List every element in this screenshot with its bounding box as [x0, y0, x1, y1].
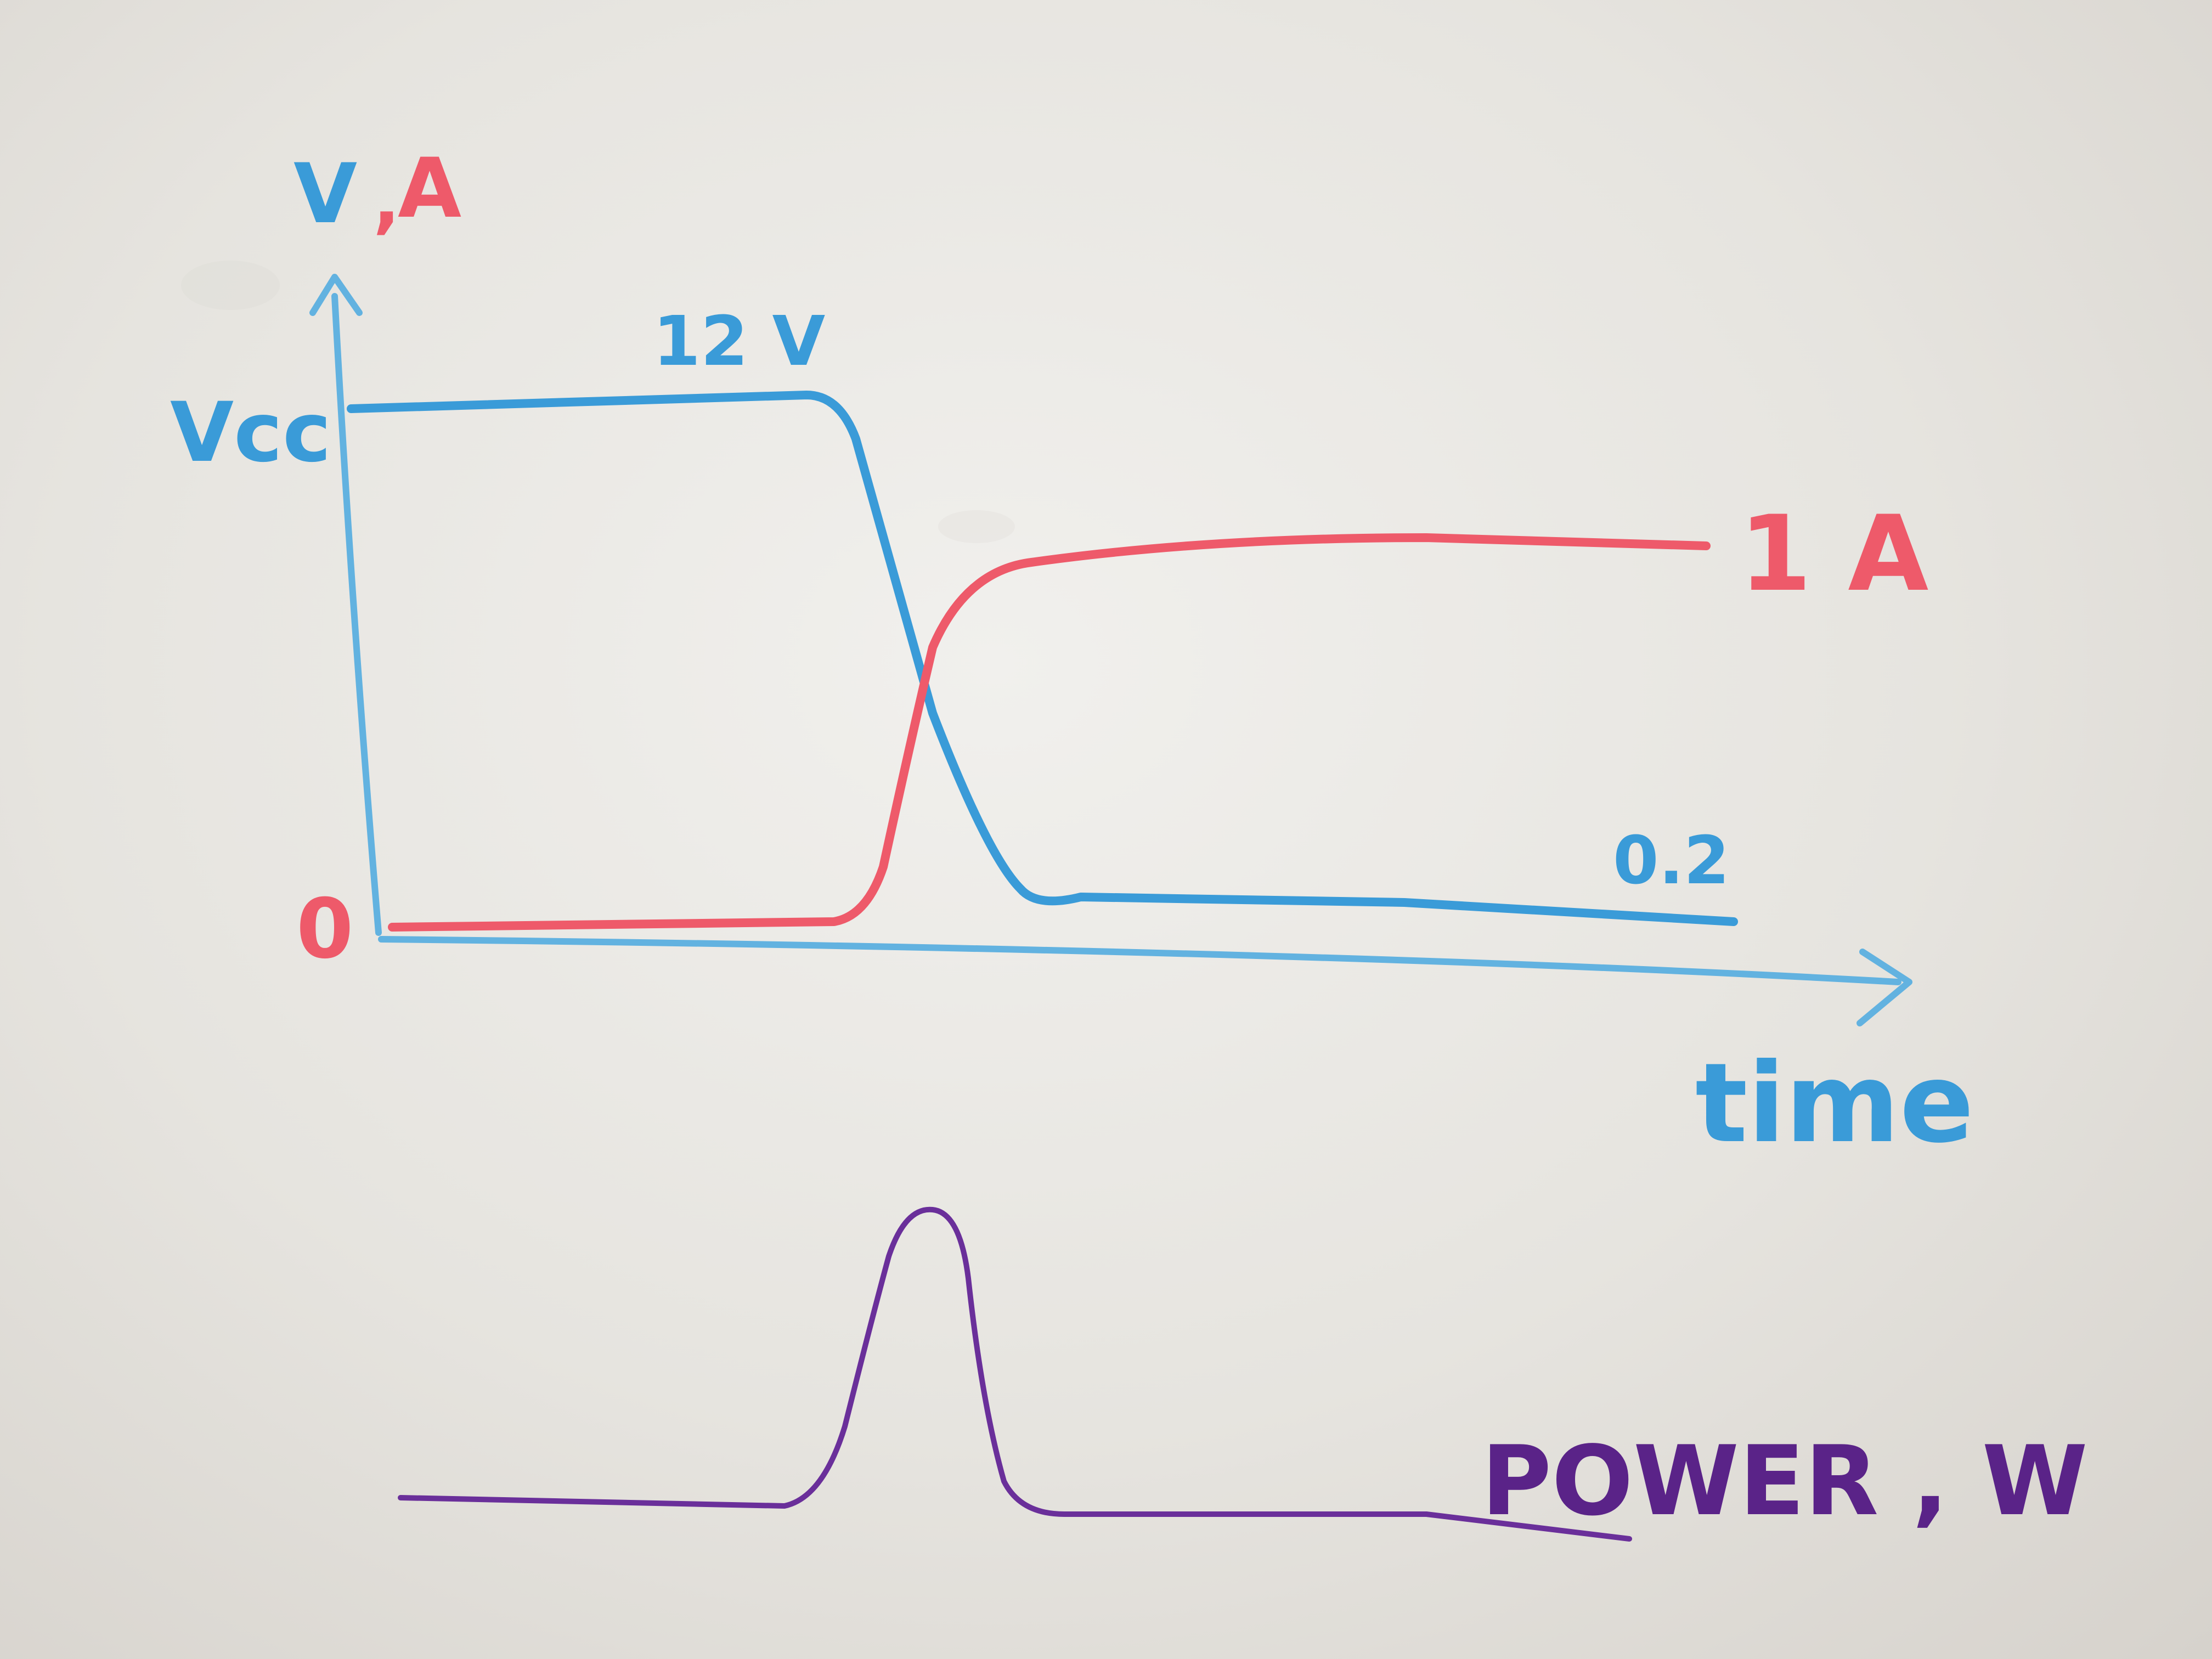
y-axis-arrowhead	[309, 274, 363, 316]
twelve-volt-label: 12 V	[653, 302, 825, 381]
current-curve	[388, 533, 1711, 932]
power-curve	[398, 1206, 1632, 1542]
zero-label: 0	[296, 882, 353, 977]
y-axis-label-comma: ,	[373, 159, 400, 242]
board-smudges	[181, 261, 1015, 543]
low-voltage-label: 0.2	[1613, 823, 1730, 899]
power-label: POWER , W	[1481, 1426, 2088, 1537]
y-axis-label-v: V	[294, 146, 357, 242]
y-axis-label-a: A	[398, 141, 461, 236]
x-axis-line	[378, 936, 1901, 985]
one-amp-label: 1 A	[1739, 493, 1928, 614]
y-axis-line	[331, 293, 382, 936]
x-axis-label-time: time	[1695, 1040, 1974, 1167]
vcc-label: Vcc	[170, 385, 331, 481]
voltage-curve	[347, 391, 1738, 926]
x-axis-arrowhead	[1857, 949, 1912, 1026]
